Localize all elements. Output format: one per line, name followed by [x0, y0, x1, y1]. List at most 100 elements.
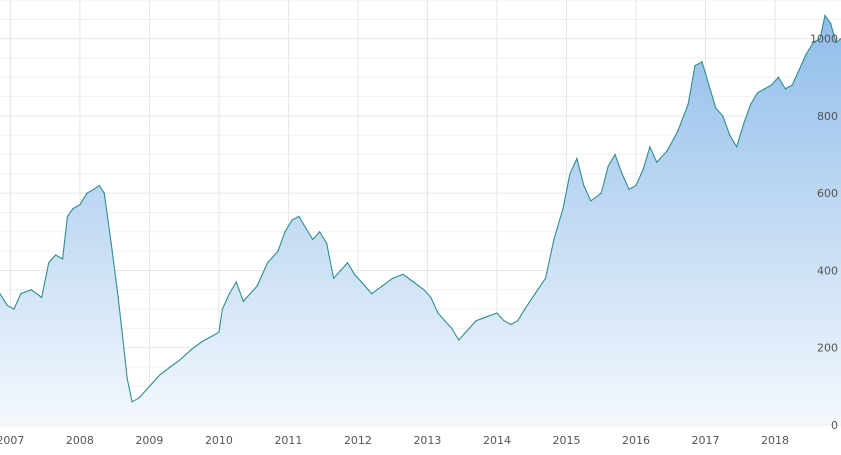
data-point: [402, 273, 404, 275]
data-point: [656, 161, 658, 163]
data-point: [524, 308, 526, 310]
data-point: [242, 300, 244, 302]
data-point: [333, 277, 335, 279]
data-point: [201, 341, 203, 343]
data-point: [381, 285, 383, 287]
data-point: [835, 41, 837, 44]
data-point: [98, 184, 100, 187]
data-point: [138, 397, 140, 399]
data-point: [569, 173, 571, 175]
data-point: [465, 331, 467, 333]
data-point: [190, 349, 192, 351]
data-point: [553, 238, 555, 241]
data-point: [590, 200, 592, 202]
data-point: [791, 84, 793, 86]
data-point: [510, 323, 512, 326]
data-point: [458, 339, 460, 341]
y-tick-label: 800: [817, 110, 838, 123]
data-point: [48, 262, 50, 264]
data-point: [211, 335, 213, 337]
data-point: [642, 169, 644, 171]
data-point: [583, 184, 585, 187]
data-point: [221, 308, 223, 310]
data-point: [218, 331, 220, 333]
data-point: [798, 68, 800, 71]
data-point: [545, 277, 547, 279]
data-point: [451, 327, 453, 329]
data-point: [635, 184, 637, 187]
data-point: [496, 312, 498, 314]
data-point: [503, 320, 505, 322]
x-tick-label: 2018: [761, 434, 789, 447]
y-tick-label: 400: [817, 264, 838, 277]
data-point: [152, 381, 154, 384]
data-point: [0, 293, 1, 295]
x-axis-ticks: 2007 2008 2009 2010 2011 2012 2013 2014 2015 2016…: [0, 434, 789, 447]
data-point: [392, 277, 394, 279]
data-point: [117, 296, 119, 299]
data-point: [103, 192, 105, 194]
y-axis-ticks: 0 200 400 600 800 1000: [810, 33, 838, 432]
x-tick-label: 2012: [344, 434, 372, 447]
data-point: [284, 231, 286, 233]
data-point: [750, 103, 752, 105]
data-point: [41, 296, 43, 299]
data-point: [600, 192, 602, 194]
data-point: [423, 289, 425, 291]
data-point: [298, 215, 300, 217]
data-point: [79, 204, 81, 206]
data-point: [312, 238, 314, 241]
x-tick-label: 2009: [135, 434, 163, 447]
data-point: [340, 269, 342, 272]
data-point: [757, 92, 759, 94]
data-point: [736, 146, 738, 148]
data-point: [475, 320, 477, 322]
data-point: [517, 320, 519, 322]
data-point: [145, 389, 147, 391]
data-point: [66, 215, 68, 217]
data-point: [346, 262, 349, 264]
data-point: [169, 366, 171, 368]
data-point: [326, 242, 328, 244]
data-point: [126, 378, 128, 380]
data-point: [180, 358, 182, 360]
series-line: [0, 14, 841, 403]
data-point: [437, 312, 439, 314]
data-point: [62, 258, 64, 260]
data-point: [131, 401, 133, 403]
data-point: [485, 316, 488, 318]
data-point: [110, 242, 112, 244]
data-point: [13, 308, 15, 310]
data-point: [729, 134, 731, 136]
y-tick-label: 600: [817, 187, 838, 200]
data-point: [607, 165, 609, 167]
data-point: [256, 285, 258, 287]
data-point: [353, 273, 356, 275]
x-tick-label: 2014: [483, 434, 511, 447]
data-point: [430, 296, 432, 299]
data-point: [614, 153, 616, 156]
x-tick-label: 2008: [66, 434, 94, 447]
data-point: [576, 157, 578, 159]
price-area: [0, 15, 841, 425]
data-point: [743, 123, 745, 125]
x-tick-label: 2013: [413, 434, 441, 447]
x-tick-label: 2016: [622, 434, 650, 447]
data-point: [824, 14, 826, 17]
data-point: [812, 41, 814, 44]
data-point: [628, 188, 630, 190]
data-point: [122, 339, 124, 341]
data-point: [93, 188, 95, 190]
data-point: [819, 38, 821, 40]
data-point: [86, 192, 88, 194]
data-point: [708, 84, 710, 86]
data-point: [649, 146, 651, 148]
x-tick-label: 2017: [691, 434, 719, 447]
data-point: [360, 281, 362, 283]
data-point: [249, 293, 251, 295]
data-point: [677, 130, 679, 132]
data-point: [770, 84, 773, 86]
x-tick-label: 2015: [552, 434, 580, 447]
data-point: [722, 115, 724, 117]
data-point: [444, 320, 446, 322]
